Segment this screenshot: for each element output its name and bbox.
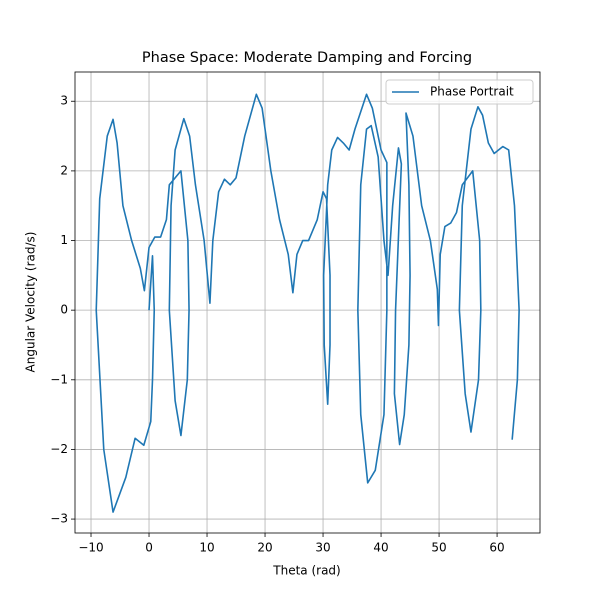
y-tick-label: −3 <box>50 512 68 526</box>
y-tick-label: 2 <box>60 163 68 177</box>
x-tick-label: 40 <box>373 541 388 555</box>
y-tick-label: 3 <box>60 94 68 108</box>
y-tick-label: −2 <box>50 442 68 456</box>
x-tick-label: 60 <box>489 541 504 555</box>
chart-title: Phase Space: Moderate Damping and Forcin… <box>142 50 472 66</box>
x-tick-label: −10 <box>78 541 103 555</box>
x-tick-label: 20 <box>257 541 272 555</box>
x-tick-label: 50 <box>431 541 446 555</box>
y-tick-label: −1 <box>50 372 68 386</box>
x-axis-label: Theta (rad) <box>272 564 340 578</box>
data-line <box>95 93 520 513</box>
y-tick-label: 0 <box>60 303 68 317</box>
y-tick-label: 1 <box>60 233 68 247</box>
x-tick-label: 10 <box>199 541 214 555</box>
x-tick-label: 0 <box>145 541 153 555</box>
legend-box <box>385 79 534 105</box>
y-axis-label: Angular Velocity (rad/s) <box>24 232 38 373</box>
x-tick-label: 30 <box>315 541 330 555</box>
plot-frame <box>74 71 541 534</box>
legend-label: Phase Portrait <box>430 85 514 99</box>
